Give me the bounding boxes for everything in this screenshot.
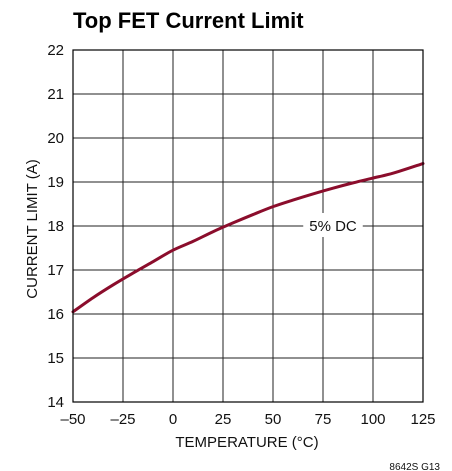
- plot-frame: [72, 49, 424, 403]
- y-tick-label: 15: [47, 350, 64, 367]
- series-lines: [71, 162, 425, 314]
- annotation-label: 5% DC: [309, 218, 357, 235]
- y-tick-label: 22: [47, 42, 64, 59]
- x-tick-label: 125: [410, 411, 435, 428]
- y-tick-label: 18: [47, 218, 64, 235]
- series-line: [71, 162, 425, 314]
- x-tick-label: 75: [315, 411, 332, 428]
- grid-lines: [72, 49, 424, 403]
- chart-title: Top FET Current Limit: [73, 8, 304, 33]
- y-tick-label: 16: [47, 306, 64, 323]
- annotations: 5% DC: [303, 213, 363, 237]
- x-axis-label: TEMPERATURE (°C): [175, 434, 318, 451]
- x-tick-label: 0: [169, 411, 177, 428]
- x-tick-label: 25: [215, 411, 232, 428]
- figure-code: 8642S G13: [389, 462, 440, 471]
- x-tick-label: 100: [360, 411, 385, 428]
- y-tick-label: 19: [47, 174, 64, 191]
- y-tick-label: 14: [47, 394, 64, 411]
- y-tick-label: 21: [47, 86, 64, 103]
- y-tick-label: 20: [47, 130, 64, 147]
- y-tick-labels: 14 15 16 17 18 19 20 21 22: [47, 42, 64, 411]
- x-tick-label: –25: [110, 411, 135, 428]
- x-tick-labels: –50 –25 0 25 50 75 100 125: [60, 411, 435, 428]
- x-tick-label: –50: [60, 411, 85, 428]
- annotation-background: [303, 213, 363, 237]
- y-axis-label: CURRENT LIMIT (A): [24, 159, 41, 298]
- y-tick-label: 17: [47, 262, 64, 279]
- x-tick-label: 50: [265, 411, 282, 428]
